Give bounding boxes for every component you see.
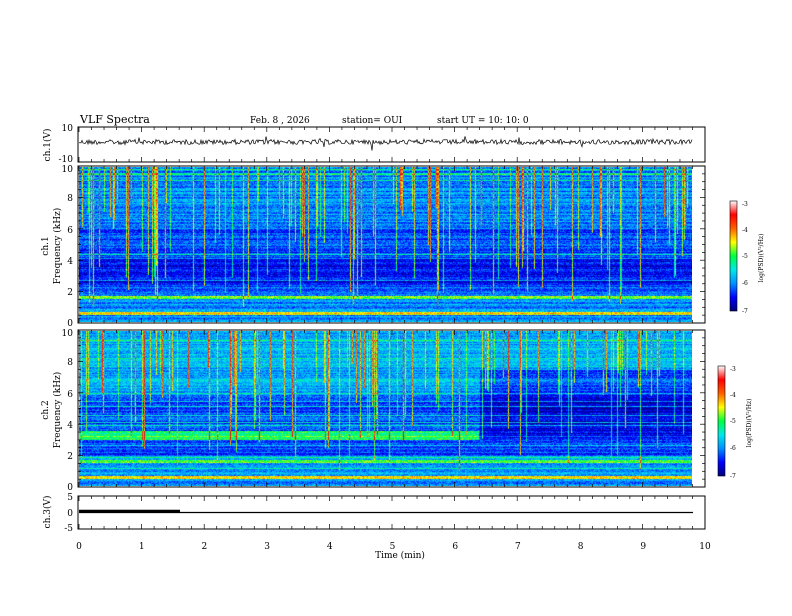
- ch2-spec-ytick-6: 6: [67, 390, 73, 400]
- cb2-tick-m6: -6: [730, 445, 736, 452]
- cb1-tick-m5: -5: [742, 253, 748, 260]
- xtick-1: 1: [139, 542, 145, 552]
- ch1-spec-ytick-8: 8: [67, 194, 73, 204]
- ch1-spectrogram-panel: 10 8 6 4 2 0 ch.1 Frequency (kHz): [41, 165, 706, 329]
- cb1-tick-m4: -4: [742, 227, 748, 234]
- x-axis: 0 1 2 3 4 5 6 7 8 9 10 Time (min): [76, 542, 711, 561]
- ch3-ylabel: ch.3(V): [42, 496, 53, 529]
- cb1-tick-m6: -6: [742, 280, 748, 287]
- ch1-spec-ytick-6: 6: [67, 226, 73, 236]
- cb2-tick-m7: -7: [730, 473, 736, 480]
- cb2-tick-m3: -3: [730, 366, 736, 373]
- ch1-spec-ytick-2: 2: [67, 288, 73, 298]
- ch3-level-panel: 5 0 -5 ch.3(V): [42, 493, 706, 534]
- cb1-label: log(PSD)(V²/Hz): [758, 234, 765, 283]
- date-label: Feb. 8 , 2026: [250, 116, 310, 126]
- ch3-ytick-top: 5: [67, 493, 73, 503]
- ch2-spec-ytick-8: 8: [67, 358, 73, 368]
- ch2-colorbar: -3 -4 -5 -6 -7 log(PSD)(V²/Hz): [717, 365, 753, 480]
- ch1-spec-ytick-0: 0: [67, 319, 73, 329]
- ch1-ylabel: ch.1(V): [42, 129, 53, 162]
- ch2-spec-ylabel-freq: Frequency (kHz): [52, 372, 63, 449]
- ch2-spectrogram-panel: 10 8 6 4 2 0 ch.2 Frequency (kHz): [41, 329, 706, 493]
- cb1-tick-m7: -7: [742, 308, 748, 315]
- cb2-tick-m5: -5: [730, 418, 736, 425]
- xtick-10: 10: [699, 542, 711, 552]
- ch1-spec-ytick-4: 4: [67, 257, 73, 267]
- ch2-spec-ytick-10: 10: [62, 329, 74, 339]
- cb1-tick-m3: -3: [742, 201, 748, 208]
- ch1-ytick-bottom: -10: [59, 155, 74, 165]
- ch1-ytick-top: 10: [62, 124, 74, 134]
- cb2-label: log(PSD)(V²/Hz): [746, 399, 753, 448]
- ch2-spec-ytick-0: 0: [67, 483, 73, 493]
- xtick-5: 5: [390, 542, 396, 552]
- xtick-7: 7: [515, 542, 521, 552]
- figure-title: VLF Spectra: [79, 113, 150, 126]
- ch2-spec-ylabel: ch.2: [41, 400, 51, 419]
- axis-ticks: [78, 127, 706, 529]
- ch1-colorbar: -3 -4 -5 -6 -7 log(PSD)(V²/Hz): [729, 200, 765, 315]
- xtick-9: 9: [640, 542, 646, 552]
- ch2-spec-ytick-2: 2: [67, 452, 73, 462]
- ch1-waveform-panel: 10 -10 ch.1(V): [42, 124, 706, 165]
- start-time-label: start UT = 10: 10: 0: [437, 116, 529, 126]
- cb2-tick-m4: -4: [730, 392, 736, 399]
- xtick-8: 8: [578, 542, 584, 552]
- station-label: station= OUI: [342, 116, 403, 126]
- x-axis-label: Time (min): [375, 550, 425, 561]
- ch1-spec-ylabel-freq: Frequency (kHz): [52, 208, 63, 285]
- ch3-ytick-bottom: -5: [64, 524, 73, 534]
- xtick-3: 3: [264, 542, 270, 552]
- ch1-spec-ytick-10: 10: [62, 165, 74, 175]
- xtick-2: 2: [202, 542, 208, 552]
- xtick-6: 6: [452, 542, 458, 552]
- ch2-spectrogram-image: [79, 331, 692, 486]
- ch1-waveform-trace: [78, 136, 693, 151]
- ch3-ytick-mid: 0: [67, 509, 73, 519]
- ch2-spec-ytick-4: 4: [67, 421, 73, 431]
- ch1-spectrogram-image: [79, 167, 692, 322]
- xtick-0: 0: [76, 542, 82, 552]
- ch1-spec-ylabel: ch.1: [41, 236, 51, 255]
- xtick-4: 4: [327, 542, 333, 552]
